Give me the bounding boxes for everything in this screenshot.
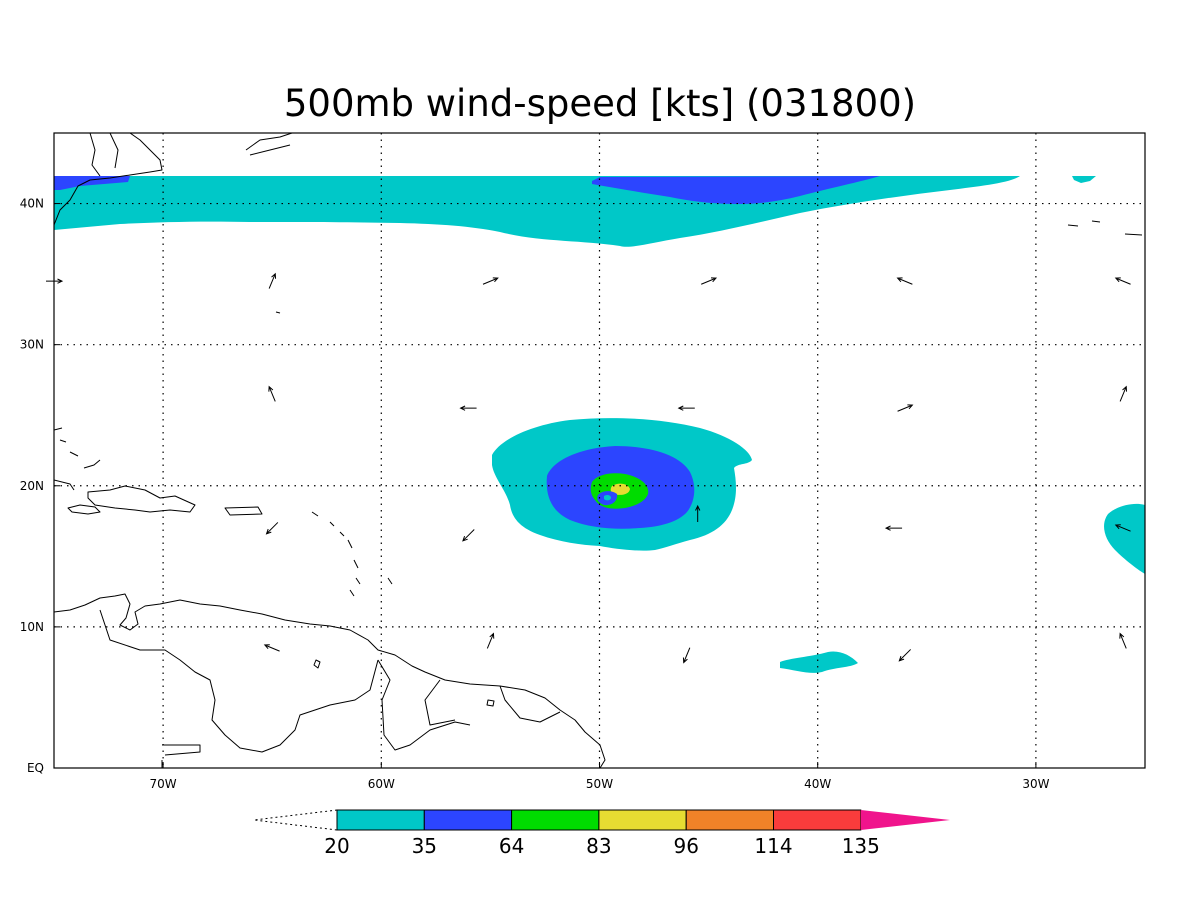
cyclone-eye-inner: [604, 494, 611, 501]
colorbar: 20 35 64 83 96 114 135: [253, 809, 950, 858]
coastlines: [54, 133, 1143, 768]
longitude-ticks: 70W 60W 50W 40W 30W: [150, 762, 1050, 791]
south-america-coast: [54, 593, 606, 768]
wind-vector: [1119, 385, 1128, 402]
wind-vector: [896, 277, 913, 285]
lon-tick-label: 70W: [150, 777, 177, 791]
wind-vector: [265, 522, 279, 535]
wind-vector: [459, 405, 477, 411]
wind-vector: [884, 525, 903, 531]
speck-20kt: [1072, 176, 1096, 183]
map-title: 500mb wind-speed [kts] (031800): [284, 82, 916, 125]
lat-tick-label: 40N: [20, 197, 44, 211]
lat-tick-label: 30N: [20, 338, 44, 352]
jet-core-35kt: [592, 176, 880, 204]
lon-tick-label: 60W: [368, 777, 395, 791]
lat-tick-label: 10N: [20, 620, 44, 634]
wind-vector: [482, 277, 499, 285]
lat-tick-label: 20N: [20, 479, 44, 493]
lon-tick-label: 50W: [586, 777, 613, 791]
northeast-us-coast: [54, 133, 163, 226]
colorbar-level-label: 64: [499, 834, 524, 858]
wind-vector: [701, 277, 718, 285]
east-blob-20kt: [1104, 503, 1145, 574]
colorbar-swatch: [511, 809, 600, 831]
colorbar-extend-low: [253, 809, 338, 831]
wind-vector: [1119, 632, 1127, 649]
wind-vectors: [46, 272, 1131, 664]
colorbar-swatch: [423, 809, 513, 831]
wind-vector: [1114, 524, 1131, 532]
wind-vector: [682, 647, 691, 664]
wind-speed-contours: [54, 133, 1145, 768]
wind-vector: [268, 272, 277, 289]
wind-vector: [263, 644, 280, 652]
lat-tick-label: EQ: [27, 761, 44, 775]
cyclone-83kt: [610, 483, 630, 495]
south-patch-20kt: [780, 651, 858, 673]
latitude-ticks: EQ 10N 20N 30N 40N: [20, 197, 60, 775]
lon-tick-label: 30W: [1022, 777, 1049, 791]
colorbar-level-label: 20: [324, 834, 349, 858]
colorbar-extend-high: [860, 810, 950, 830]
colorbar-level-label: 114: [754, 834, 792, 858]
wind-vector: [1114, 277, 1131, 285]
jet-core-35kt-west: [54, 176, 130, 190]
wind-vector: [695, 504, 701, 522]
colorbar-swatch: [685, 809, 775, 831]
colorbar-swatch: [773, 809, 862, 831]
plot-area: [46, 132, 1146, 769]
colorbar-level-label: 83: [586, 834, 611, 858]
wind-vector: [898, 649, 911, 662]
colorbar-level-label: 96: [673, 834, 698, 858]
wind-vector: [897, 404, 914, 412]
colorbar-swatch: [598, 809, 687, 831]
colorbar-level-label: 135: [842, 834, 880, 858]
colorbar-level-label: 35: [412, 834, 437, 858]
lon-tick-label: 40W: [804, 777, 831, 791]
wind-vector: [486, 632, 495, 649]
colorbar-swatch: [336, 809, 425, 831]
wind-vector: [462, 529, 475, 542]
wind-vector: [268, 385, 276, 402]
wind-vector: [677, 405, 695, 411]
jet-band-20kt: [54, 176, 1020, 247]
